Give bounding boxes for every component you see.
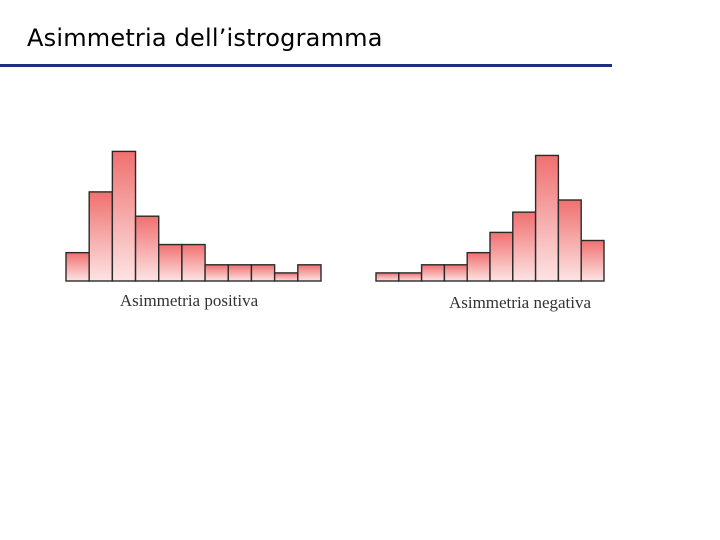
histogram-bar bbox=[489, 231, 514, 282]
histogram-bar bbox=[466, 251, 491, 282]
histogram-bar bbox=[297, 264, 322, 282]
histogram-bar bbox=[88, 191, 114, 282]
histogram-bar bbox=[420, 264, 446, 282]
histogram-bar bbox=[398, 272, 423, 282]
histogram-bar bbox=[580, 239, 605, 282]
histogram-bar bbox=[557, 199, 582, 282]
slide-title: Asimmetria dell’istrogramma bbox=[27, 24, 383, 52]
histogram-bar bbox=[181, 243, 206, 282]
histogram-bar bbox=[534, 154, 560, 282]
histogram-bar bbox=[158, 243, 183, 282]
histogram-bar bbox=[273, 272, 299, 282]
title-underline bbox=[0, 64, 612, 67]
caption-negative-skew: Asimmetria negativa bbox=[449, 293, 592, 312]
histogram-bar bbox=[443, 264, 468, 282]
histogram-bar bbox=[204, 264, 229, 282]
histogram-bar bbox=[375, 272, 400, 282]
histogram-bar bbox=[512, 211, 537, 282]
histogram-bar bbox=[134, 215, 160, 282]
histogram-bar bbox=[250, 264, 276, 282]
histogram-bar bbox=[111, 150, 137, 282]
histogram-negative-skew bbox=[375, 154, 605, 282]
caption-positive-skew: Asimmetria positiva bbox=[120, 291, 259, 310]
histogram-bar bbox=[227, 264, 253, 282]
histogram-bar bbox=[65, 251, 90, 282]
histogram-positive-skew bbox=[65, 150, 322, 282]
